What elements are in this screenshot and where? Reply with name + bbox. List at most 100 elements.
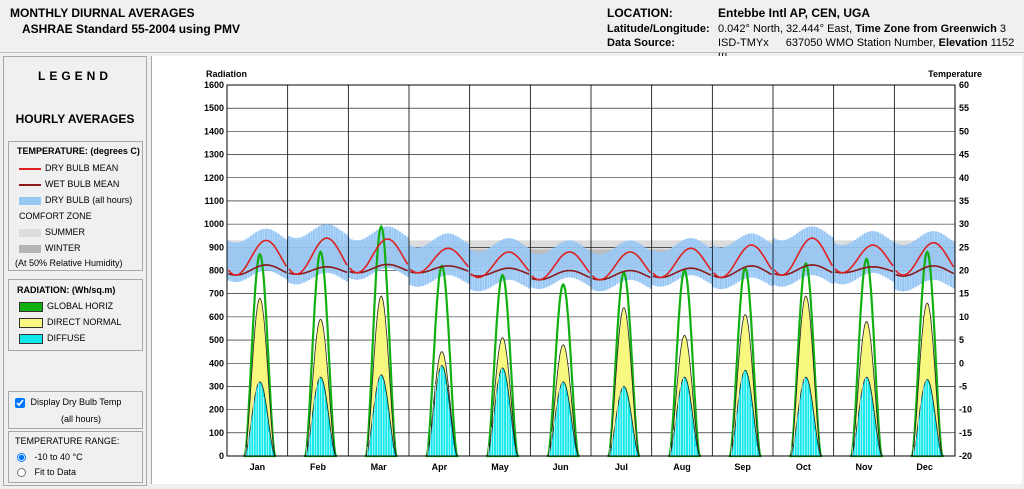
global-horiz-area [789, 261, 823, 458]
temp-header: TEMPERATURE: (degrees C) [17, 146, 140, 156]
plot-area: 0100200300400500600700800900100011001200… [204, 80, 972, 472]
source-label: Data Source: [607, 37, 675, 49]
right-tick-label: -15 [959, 428, 972, 438]
left-tick-label: 200 [209, 405, 224, 415]
right-tick-label: -5 [959, 381, 967, 391]
dry-bulb-hour-bar [722, 247, 725, 289]
dry-bulb-hour-bar [666, 249, 670, 286]
dry-bulb-mean-line [834, 244, 894, 274]
elevation-value: 1152 m [718, 37, 1015, 61]
dry-bulb-hour-bar [912, 241, 915, 289]
timezone-value: 3 [999, 23, 1007, 35]
dry-bulb-hour-bar [449, 233, 452, 276]
dry-bulb-hour-bar [426, 243, 430, 284]
dry-bulb-hour-bar [358, 240, 361, 280]
month-label: Apr [432, 462, 448, 472]
dry-bulb-hour-bar [901, 244, 905, 292]
dry-bulb-hour-bar [469, 249, 472, 290]
dry-bulb-hour-bar [323, 224, 326, 274]
month-label: Feb [310, 462, 327, 472]
dry-bulb-hour-bar [947, 238, 950, 286]
display-dry-bulb-row: Display Dry Bulb Temp [15, 397, 121, 408]
dry-bulb-hour-bar [664, 251, 667, 286]
location-value: Entebbe Intl AP, CEN, UGA [718, 6, 871, 20]
page-title: MONTHLY DIURNAL AVERAGES [10, 6, 195, 20]
dry-bulb-hour-bar [565, 240, 569, 278]
dry-bulb-hour-bar [682, 240, 685, 277]
legend-global-horiz: GLOBAL HORIZ [19, 301, 113, 312]
dry-bulb-hour-bar [919, 236, 922, 285]
dry-bulb-hour-bar [641, 245, 644, 285]
dry-bulb-mean-line [773, 237, 834, 276]
dry-bulb-hour-bar [623, 241, 627, 281]
dry-bulb-hour-bar [573, 241, 576, 279]
page-subtitle: ASHRAE Standard 55-2004 using PMV [22, 22, 241, 36]
dry-bulb-hour-bar [591, 252, 594, 290]
dry-bulb-hour-bar [813, 226, 816, 276]
dry-bulb-hour-bar [512, 238, 515, 281]
dry-bulb-hour-bar [345, 234, 349, 282]
left-tick-label: 700 [209, 289, 224, 299]
dry-bulb-hour-bar [510, 238, 513, 280]
dry-bulb-hour-bar [934, 231, 938, 280]
dry-bulb-hour-bar [502, 238, 505, 281]
left-axis-label: Radiation [206, 69, 247, 79]
dry-bulb-hour-bar [714, 246, 718, 289]
dry-bulb-hour-bar [793, 235, 796, 283]
humidity-note: (At 50% Relative Humidity) [15, 258, 123, 268]
dry-bulb-hour-bar [366, 236, 369, 277]
dry-bulb-hour-bar [254, 232, 258, 274]
global-horiz-area [850, 257, 883, 458]
dry-bulb-hour-bar [558, 243, 561, 281]
dry-bulb-hour-bar [477, 251, 480, 292]
dry-bulb-hour-bar [497, 241, 500, 283]
dry-bulb-mean-line [652, 247, 712, 279]
dry-bulb-hour-bar [325, 224, 328, 273]
dry-bulb-hour-bar [424, 245, 427, 286]
dry-bulb-hour-bar [446, 233, 450, 276]
dry-bulb-mean-line [349, 238, 409, 274]
dry-bulb-hour-bar [755, 234, 758, 279]
dry-bulb-hour-bar [745, 234, 748, 279]
dry-bulb-hour-bar [396, 229, 399, 272]
dry-bulb-hour-bar [899, 244, 902, 292]
dry-bulb-hour-bar [831, 236, 834, 284]
dry-bulb-hour-bar [363, 238, 366, 279]
dry-bulb-hour-bar [869, 231, 872, 274]
dry-bulb-hour-bar [568, 240, 571, 278]
dry-bulb-hour-bar [500, 240, 503, 282]
dry-bulb-hour-bar [484, 249, 488, 290]
location-label: LOCATION: [607, 6, 673, 20]
dry-bulb-hour-bar [639, 243, 642, 283]
legend-panel: LEGEND HOURLY AVERAGES TEMPERATURE: (deg… [3, 56, 147, 486]
right-tick-label: 15 [959, 289, 969, 299]
dry-bulb-hour-bar [259, 229, 263, 272]
dry-bulb-hour-bar [828, 235, 831, 283]
range-option-1-row: -10 to 40 °C [17, 452, 83, 463]
latlon-row: 0.042° North, 32.444° East, Time Zone fr… [718, 23, 1006, 35]
dry-bulb-hour-bar [808, 226, 811, 276]
left-tick-label: 400 [209, 358, 224, 368]
display-dry-bulb-checkbox[interactable] [15, 397, 25, 408]
left-tick-label: 1300 [204, 150, 224, 160]
dry-bulb-hour-bar [707, 246, 710, 283]
dry-bulb-hour-bar [454, 235, 457, 277]
range-option-1-radio[interactable] [17, 453, 26, 463]
dry-bulb-hour-bar [884, 236, 887, 278]
dry-bulb-hour-bar [320, 225, 323, 274]
range-option-2-radio[interactable] [17, 468, 26, 478]
dry-bulb-hour-bar [444, 233, 447, 276]
dry-bulb-hour-bar [542, 253, 546, 289]
dry-bulb-hour-bar [247, 237, 250, 278]
month-label: Jun [553, 462, 569, 472]
dry-bulb-hour-bar [515, 240, 518, 282]
dry-bulb-hour-bar [679, 241, 682, 279]
range-option-2-row: Fit to Data [17, 467, 76, 478]
source-row: ISD-TMYx 637050 WMO Station Number, Elev… [718, 37, 1024, 61]
dry-bulb-hour-bar [272, 230, 275, 273]
dry-bulb-hour-bar [530, 252, 533, 288]
dry-bulb-hour-bar [684, 238, 687, 276]
dry-bulb-hour-bar [864, 233, 867, 275]
dry-bulb-hour-bar [702, 243, 705, 280]
dry-bulb-hour-bar [879, 233, 882, 275]
